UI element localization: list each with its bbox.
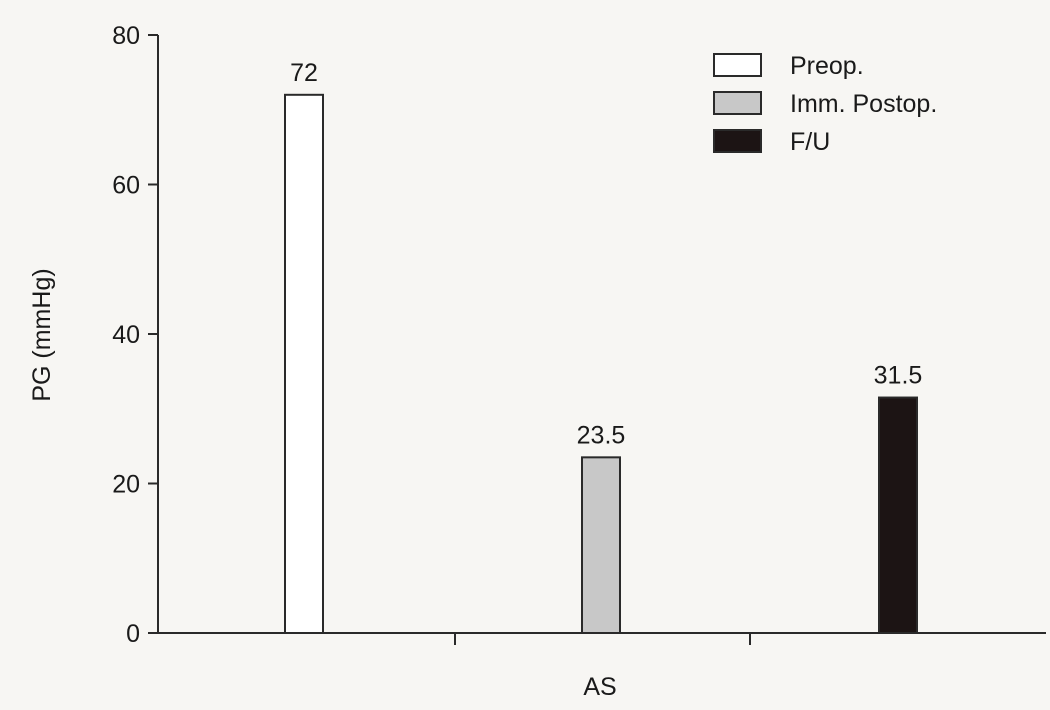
bar-value-label: 72 xyxy=(290,59,318,87)
legend-label: Preop. xyxy=(790,52,864,80)
y-tick-label: 0 xyxy=(126,620,140,648)
bar-value-label: 23.5 xyxy=(577,421,626,449)
y-tick-label: 80 xyxy=(112,22,140,50)
x-axis-title: AS xyxy=(583,673,616,701)
y-axis-title: PG (mmHg) xyxy=(28,268,56,401)
legend-label: Imm. Postop. xyxy=(790,90,937,118)
y-axis-ticks: 0 20 40 60 80 xyxy=(112,22,158,648)
legend-label: F/U xyxy=(790,128,830,156)
legend-swatch xyxy=(713,129,762,153)
legend-swatch xyxy=(713,91,762,115)
data-labels: 72 23.5 31.5 xyxy=(290,59,922,450)
bar-imm-postop xyxy=(581,456,621,634)
bar-value-label: 31.5 xyxy=(874,362,923,390)
bar-preop xyxy=(284,93,324,635)
bar-f-u xyxy=(878,396,918,634)
y-tick-label: 40 xyxy=(112,321,140,349)
bars xyxy=(284,93,918,635)
legend-swatch xyxy=(713,53,762,77)
y-tick-label: 20 xyxy=(112,471,140,499)
y-tick-label: 60 xyxy=(112,172,140,200)
x-axis-ticks xyxy=(454,633,751,645)
legend: Preop. Imm. Postop. F/U xyxy=(713,52,937,156)
